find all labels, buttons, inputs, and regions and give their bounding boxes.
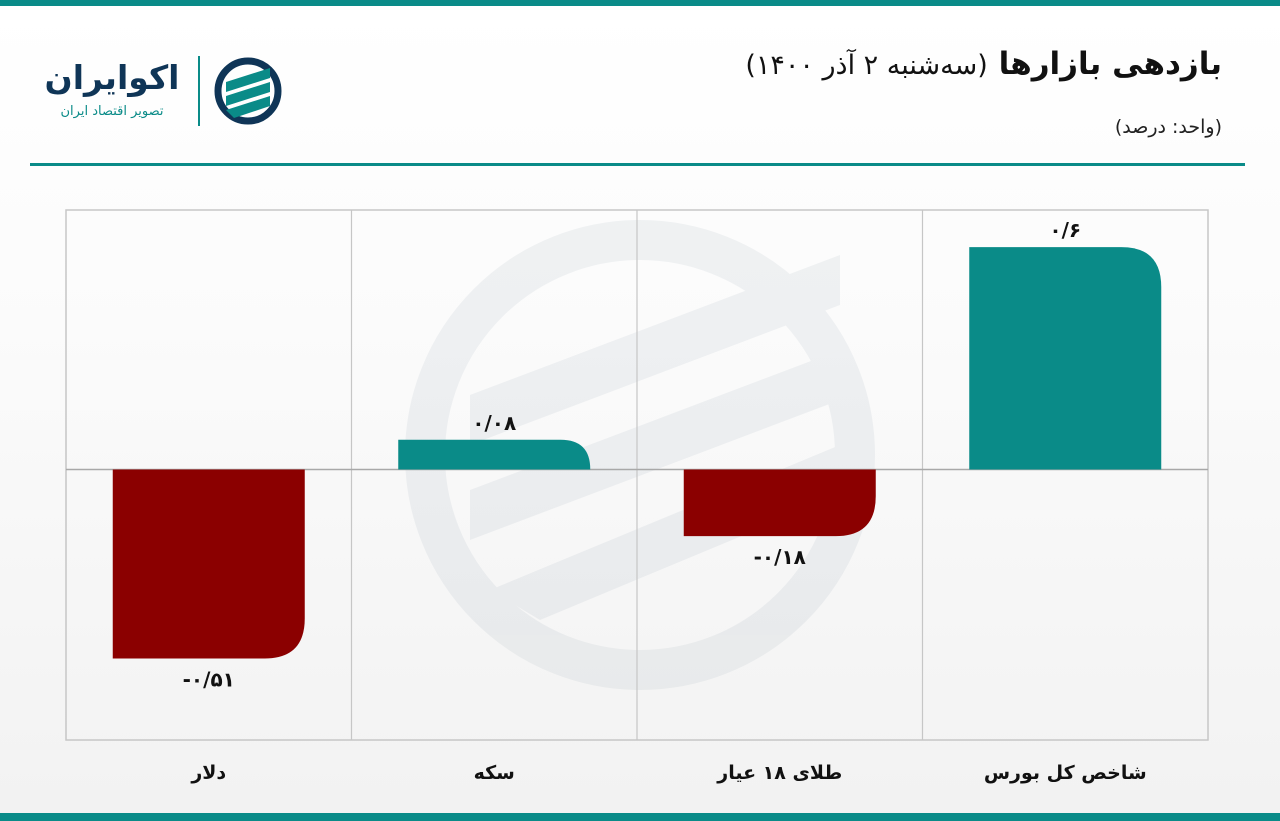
category-label: سکه bbox=[474, 762, 515, 784]
value-label: -۰/۵۱ bbox=[183, 667, 235, 691]
logo-separator bbox=[198, 56, 200, 126]
page-title: بازدهی بازارها (سه‌شنبه ۲ آذر ۱۴۰۰) bbox=[745, 46, 1222, 82]
brand-mark-icon bbox=[214, 57, 282, 125]
bottom-accent-bar bbox=[0, 813, 1280, 821]
category-label: شاخص کل بورس bbox=[984, 762, 1147, 784]
title-main: بازدهی بازارها bbox=[998, 46, 1222, 82]
bar bbox=[112, 469, 305, 659]
category-labels: شاخص کل بورس طلای ۱۸ عیار سکه دلار bbox=[190, 762, 1146, 784]
unit-note: (واحد: درصد) bbox=[1114, 116, 1222, 138]
value-label: ۰/۶ bbox=[1049, 218, 1081, 242]
chart-bars bbox=[112, 247, 1162, 659]
category-label: دلار bbox=[190, 762, 226, 784]
value-labels: ۰/۶ -۰/۱۸ ۰/۰۸ -۰/۵۱ bbox=[183, 218, 1081, 691]
bar bbox=[683, 469, 876, 537]
brand-tagline: تصویر اقتصاد ایران bbox=[60, 104, 164, 119]
brand-name: اکوایران bbox=[44, 58, 180, 97]
bar bbox=[969, 247, 1162, 470]
title-date: (سه‌شنبه ۲ آذر ۱۴۰۰) bbox=[745, 50, 988, 81]
value-label: -۰/۱۸ bbox=[754, 545, 806, 569]
bar bbox=[398, 439, 591, 470]
category-label: طلای ۱۸ عیار bbox=[716, 762, 842, 784]
top-accent-bar bbox=[0, 0, 1280, 6]
value-label: ۰/۰۸ bbox=[472, 411, 516, 435]
brand-logo: اکوایران تصویر اقتصاد ایران bbox=[32, 52, 302, 132]
header-divider bbox=[30, 163, 1245, 166]
